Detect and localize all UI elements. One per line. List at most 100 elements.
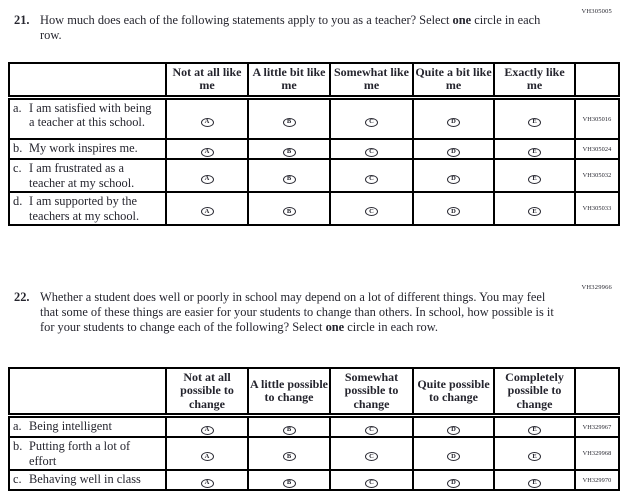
option-cell: C xyxy=(329,138,414,161)
row-code: VH305033 xyxy=(574,191,620,226)
statement-cell: a. Being intelligent xyxy=(8,414,167,439)
option-cell: E xyxy=(493,469,576,492)
answer-bubble-e[interactable]: E xyxy=(528,117,541,127)
q21-column-header: Exactly like me xyxy=(493,61,576,100)
answer-bubble-a[interactable]: A xyxy=(200,117,214,127)
answer-bubble-c[interactable]: C xyxy=(365,426,378,436)
statement-cell: b. My work inspires me. xyxy=(8,138,167,161)
corner-cell xyxy=(8,367,167,419)
answer-bubble-e[interactable]: E xyxy=(528,426,541,436)
row-letter: c. xyxy=(13,161,22,176)
q21-column-header: Somewhat like me xyxy=(329,61,414,100)
answer-bubble-d[interactable]: D xyxy=(447,174,460,184)
statement-cell: c. I am frustrated as a teacher at my sch… xyxy=(8,158,167,194)
answer-bubble-b[interactable]: B xyxy=(282,117,296,127)
answer-bubble-b[interactable]: B xyxy=(282,426,296,436)
row-code: VH329967 xyxy=(574,414,620,439)
option-cell: E xyxy=(493,414,576,439)
answer-bubble-d[interactable]: D xyxy=(447,452,460,462)
answer-bubble-a[interactable]: A xyxy=(200,174,214,184)
option-cell: D xyxy=(412,96,495,141)
answer-bubble-b[interactable]: B xyxy=(282,148,296,158)
q22-column-header: A little possible to change xyxy=(247,367,331,419)
q22-column-header: Quite possible to change xyxy=(412,367,495,419)
answer-bubble-c[interactable]: C xyxy=(365,207,378,217)
option-cell: E xyxy=(493,96,576,141)
row-statement: My work inspires me. xyxy=(29,141,138,156)
answer-bubble-d[interactable]: D xyxy=(447,148,460,158)
answer-bubble-c[interactable]: C xyxy=(365,117,378,127)
row-statement: Putting forth a lot of effort xyxy=(29,439,131,468)
row-letter: b. xyxy=(13,439,23,454)
answer-bubble-a[interactable]: A xyxy=(200,148,214,158)
row-statement: I am frustrated as a teacher at my schoo… xyxy=(29,161,135,190)
option-cell: B xyxy=(247,191,331,226)
question-22-number: 22. xyxy=(14,290,30,304)
row-code: VH305016 xyxy=(574,96,620,141)
option-cell: B xyxy=(247,158,331,194)
option-cell: A xyxy=(165,158,249,194)
option-cell: C xyxy=(329,96,414,141)
answer-bubble-d[interactable]: D xyxy=(447,478,460,488)
q22-header-row: Not at all possible to change A little p… xyxy=(8,367,620,419)
answer-bubble-a[interactable]: A xyxy=(200,426,214,436)
row-code: VH305024 xyxy=(574,138,620,161)
answer-bubble-e[interactable]: E xyxy=(528,452,541,462)
q21-column-header: Quite a bit like me xyxy=(412,61,495,100)
option-cell: B xyxy=(247,414,331,439)
answer-bubble-d[interactable]: D xyxy=(447,207,460,217)
answer-bubble-d[interactable]: D xyxy=(447,426,460,436)
answer-bubble-c[interactable]: C xyxy=(365,174,378,184)
option-cell: C xyxy=(329,436,414,472)
option-cell: E xyxy=(493,158,576,194)
answer-bubble-b[interactable]: B xyxy=(282,478,296,488)
question-22: 22. Whether a student does well or poorl… xyxy=(14,290,562,335)
option-cell: C xyxy=(329,469,414,492)
q22-row-a: a. Being intelligent A B C D E VH329967 xyxy=(8,414,620,439)
option-cell: A xyxy=(165,436,249,472)
answer-bubble-e[interactable]: E xyxy=(528,478,541,488)
q21-row-d: d. I am supported by the teachers at my s… xyxy=(8,191,620,226)
row-code: VH329970 xyxy=(574,469,620,492)
corner-cell xyxy=(574,367,620,419)
option-cell: B xyxy=(247,436,331,472)
option-cell: A xyxy=(165,191,249,226)
answer-bubble-e[interactable]: E xyxy=(528,174,541,184)
option-cell: C xyxy=(329,414,414,439)
option-cell: D xyxy=(412,436,495,472)
row-statement: Behaving well in class xyxy=(29,472,141,487)
answer-bubble-a[interactable]: A xyxy=(200,452,214,462)
row-statement: I am satisfied with being a teacher at t… xyxy=(29,100,152,130)
answer-bubble-e[interactable]: E xyxy=(528,207,541,217)
question-22-table: Not at all possible to change A little p… xyxy=(8,367,620,492)
answer-bubble-b[interactable]: B xyxy=(282,207,296,217)
option-cell: D xyxy=(412,138,495,161)
answer-bubble-c[interactable]: C xyxy=(365,148,378,158)
statement-cell: d. I am supported by the teachers at my s… xyxy=(8,191,167,226)
option-cell: A xyxy=(165,414,249,439)
option-cell: E xyxy=(493,191,576,226)
q21-column-header: Not at all like me xyxy=(165,61,249,100)
option-cell: B xyxy=(247,469,331,492)
option-cell: D xyxy=(412,191,495,226)
row-letter: a. xyxy=(13,419,22,434)
answer-bubble-c[interactable]: C xyxy=(365,452,378,462)
row-code: VH305032 xyxy=(574,158,620,194)
answer-bubble-b[interactable]: B xyxy=(282,452,296,462)
answer-bubble-b[interactable]: B xyxy=(282,174,296,184)
row-statement: Being intelligent xyxy=(29,419,112,434)
option-cell: D xyxy=(412,158,495,194)
option-cell: D xyxy=(412,469,495,492)
option-cell: A xyxy=(165,138,249,161)
answer-bubble-d[interactable]: D xyxy=(447,117,460,127)
option-cell: B xyxy=(247,138,331,161)
row-code: VH329968 xyxy=(574,436,620,472)
answer-bubble-a[interactable]: A xyxy=(200,207,214,217)
q22-column-header: Not at all possible to change xyxy=(165,367,249,419)
q21-row-b: b. My work inspires me. A B C D E VH30502… xyxy=(8,138,620,161)
answer-bubble-a[interactable]: A xyxy=(200,478,214,488)
answer-bubble-c[interactable]: C xyxy=(365,478,378,488)
answer-bubble-e[interactable]: E xyxy=(528,148,541,158)
question-22-text: Whether a student does well or poorly in… xyxy=(40,290,554,335)
